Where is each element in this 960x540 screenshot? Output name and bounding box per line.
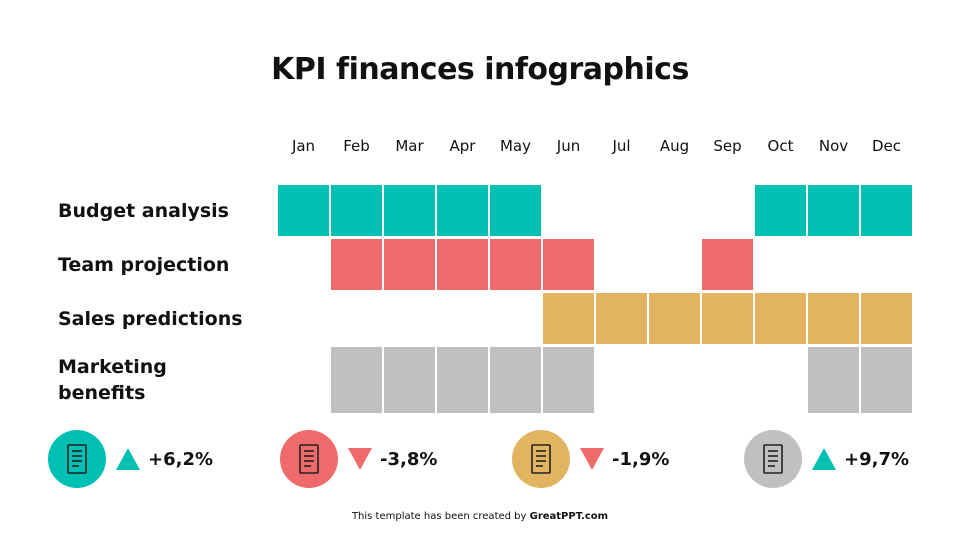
kpi-cell (701, 292, 754, 345)
row-label: Budget analysis (58, 199, 229, 222)
footer-text: This template has been created by (351, 511, 530, 522)
shopping-cart-growth-icon (744, 430, 802, 488)
kpi-cell (277, 184, 330, 237)
kpi-cell (330, 346, 383, 414)
kpi-value: -1,9% (612, 448, 670, 470)
page-title: KPI finances infographics (271, 52, 689, 87)
month-label: Oct (767, 137, 794, 155)
kpi-cell (648, 292, 701, 345)
trend-down-icon (580, 448, 604, 470)
trend-up-icon (812, 448, 836, 470)
kpi-cell (489, 238, 542, 291)
kpi-cell (489, 346, 542, 414)
kpi-item: +6,2% (48, 430, 213, 488)
kpi-cell (860, 292, 913, 345)
kpi-item: +9,7% (744, 430, 909, 488)
kpi-cell (542, 238, 595, 291)
month-label: Jul (612, 137, 631, 155)
kpi-cell (383, 346, 436, 414)
month-label: Apr (449, 137, 476, 155)
footer-brand: GreatPPT.com (529, 511, 609, 522)
kpi-value: +9,7% (844, 448, 910, 470)
trend-up-icon (116, 448, 140, 470)
kpi-cell (436, 346, 489, 414)
kpi-cell (330, 238, 383, 291)
kpi-cell (754, 292, 807, 345)
footer: This template has been created by GreatP… (0, 511, 960, 522)
report-document-icon (48, 430, 106, 488)
month-label: Jun (556, 137, 581, 155)
businessman-briefcase-icon (512, 430, 570, 488)
kpi-cell (595, 292, 648, 345)
calculator-coins-icon (280, 430, 338, 488)
kpi-cell (383, 184, 436, 237)
kpi-cell (807, 184, 860, 237)
month-label: Feb (343, 137, 370, 155)
kpi-cell (807, 346, 860, 414)
kpi-cell (436, 184, 489, 237)
kpi-value: +6,2% (148, 448, 214, 470)
month-label: Mar (395, 137, 424, 155)
kpi-cell (860, 184, 913, 237)
kpi-cell (860, 346, 913, 414)
month-label: Dec (871, 137, 902, 155)
kpi-cell (436, 238, 489, 291)
kpi-cell (701, 238, 754, 291)
kpi-cell (330, 184, 383, 237)
kpi-cell (383, 238, 436, 291)
kpi-item: -1,9% (512, 430, 669, 488)
kpi-cell (542, 346, 595, 414)
kpi-cell (754, 184, 807, 237)
kpi-item: -3,8% (280, 430, 437, 488)
trend-down-icon (348, 448, 372, 470)
row-label: Marketing benefits (58, 356, 167, 404)
kpi-value: -3,8% (380, 448, 438, 470)
month-label: May (499, 137, 531, 155)
month-label: Jan (291, 137, 316, 155)
kpi-cell (807, 292, 860, 345)
month-label: Aug (659, 137, 690, 155)
month-label: Nov (818, 137, 849, 155)
kpi-cell (489, 184, 542, 237)
kpi-cell (542, 292, 595, 345)
month-label: Sep (713, 137, 742, 155)
row-label: Sales predictions (58, 307, 243, 330)
row-label: Team projection (58, 253, 230, 276)
